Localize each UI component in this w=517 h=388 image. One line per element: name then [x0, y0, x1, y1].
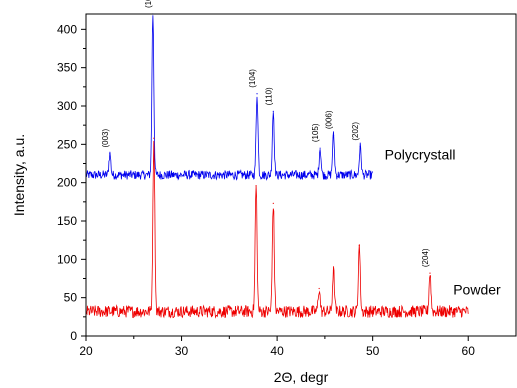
peak-point — [318, 287, 320, 290]
series-labels: Polycrystall Powder — [385, 147, 501, 298]
y-tick-label: 350 — [57, 61, 77, 75]
x-tick-label: 40 — [270, 344, 284, 358]
x-tick-label: 30 — [175, 344, 189, 358]
y-tick-label: 200 — [57, 176, 77, 190]
peak-point — [153, 137, 155, 139]
x-tick-label: 50 — [366, 344, 380, 358]
series-line-polycrystall — [85, 15, 374, 181]
peak-label: (204) — [421, 248, 430, 267]
y-tick-label: 150 — [57, 214, 77, 228]
x-axis: 20 30 40 50 60 — [79, 336, 475, 358]
peak-label: (110) — [264, 87, 273, 105]
peak-point — [319, 147, 321, 149]
y-tick-label: 300 — [57, 99, 77, 113]
peak-point — [256, 93, 258, 95]
peak-point — [429, 272, 431, 274]
peak-label: (102) — [144, 0, 153, 8]
peak-point — [332, 134, 335, 136]
peak-point — [109, 152, 111, 155]
y-tick-label: 250 — [57, 137, 77, 151]
peak-label: (202) — [351, 122, 360, 141]
series-name-label: Polycrystall — [385, 147, 456, 163]
x-tick-label: 60 — [462, 344, 476, 358]
peak-point — [272, 110, 274, 112]
peak-labels: (003) (102) (104) (110) (105) (006) (202) (204) — [101, 0, 430, 267]
plot-frame — [85, 13, 517, 337]
y-axis-title: Intensity, a.u. — [11, 134, 27, 216]
peak-label: (104) — [248, 69, 257, 88]
peak-label: (003) — [101, 129, 110, 148]
y-tick-label: 400 — [57, 22, 77, 36]
peak-label: (105) — [311, 123, 320, 142]
peak-point — [272, 202, 274, 204]
y-tick-label: 100 — [57, 252, 77, 266]
peak-point — [332, 270, 335, 272]
traces — [85, 13, 469, 319]
peak-label: (006) — [324, 110, 333, 129]
y-axis: 0 50 100 150 200 250 300 350 400 — [57, 22, 86, 343]
x-tick-label: 20 — [79, 344, 93, 358]
series-name-label: Powder — [453, 282, 501, 298]
series-line-powder — [85, 140, 469, 319]
peak-point — [359, 146, 361, 148]
y-tick-label: 50 — [64, 291, 78, 305]
y-tick-label: 0 — [70, 329, 77, 343]
peak-point — [255, 185, 257, 187]
x-axis-title: 2Θ, degr — [274, 369, 329, 385]
peak-point — [358, 244, 360, 247]
